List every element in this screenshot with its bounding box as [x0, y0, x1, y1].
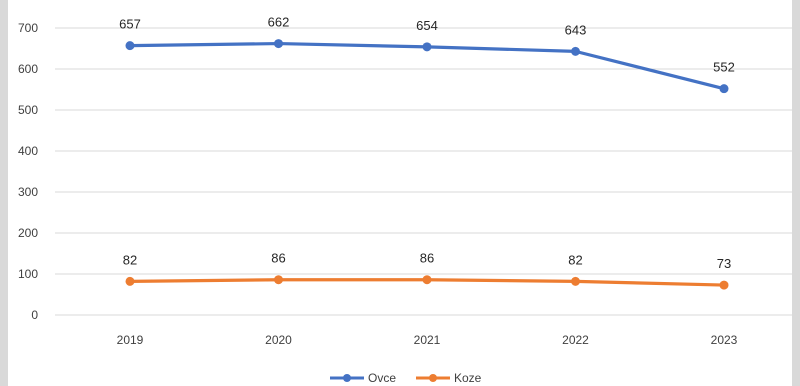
- data-labels: 657 662 654 643 552 82 86 86 82 73: [119, 15, 735, 271]
- data-label: 552: [713, 60, 735, 75]
- series-group: [125, 39, 729, 290]
- data-point: [125, 276, 135, 286]
- data-label: 82: [568, 252, 582, 267]
- data-point: [125, 41, 135, 51]
- x-tick-label: 2019: [117, 333, 144, 347]
- y-tick-label: 300: [18, 185, 38, 199]
- data-point: [571, 46, 580, 56]
- y-tick-label: 100: [18, 267, 38, 281]
- x-tick-label: 2021: [414, 333, 441, 347]
- data-point: [719, 84, 729, 94]
- legend-label-koze: Koze: [454, 371, 482, 385]
- x-axis-ticks: 2019 2020 2021 2022 2023: [117, 333, 738, 347]
- gridlines: [55, 27, 795, 316]
- y-tick-label: 600: [18, 62, 38, 76]
- data-label: 73: [717, 256, 731, 271]
- data-point: [571, 276, 580, 286]
- data-label: 657: [119, 17, 141, 32]
- legend: Ovce Koze: [330, 371, 482, 385]
- y-tick-label: 400: [18, 144, 38, 158]
- x-tick-label: 2020: [265, 333, 292, 347]
- data-point: [274, 39, 283, 49]
- data-point: [422, 42, 432, 52]
- data-label: 643: [565, 22, 587, 37]
- y-tick-label: 0: [31, 308, 38, 322]
- x-tick-label: 2022: [562, 333, 589, 347]
- data-label: 86: [271, 251, 285, 266]
- data-point: [274, 275, 283, 285]
- data-point: [422, 275, 432, 285]
- data-point: [719, 280, 729, 290]
- legend-marker-ovce: [343, 374, 351, 382]
- y-tick-label: 700: [18, 21, 38, 35]
- data-label: 662: [268, 15, 290, 30]
- data-label: 82: [123, 252, 137, 267]
- legend-marker-koze: [429, 374, 437, 382]
- y-axis-ticks: 0 100 200 300 400 500 600 700: [18, 21, 38, 322]
- y-tick-label: 500: [18, 103, 38, 117]
- x-tick-label: 2023: [711, 333, 738, 347]
- data-label: 86: [420, 251, 434, 266]
- chart-area: [8, 0, 792, 386]
- data-label: 654: [416, 18, 438, 33]
- y-tick-label: 200: [18, 226, 38, 240]
- legend-label-ovce: Ovce: [368, 371, 396, 385]
